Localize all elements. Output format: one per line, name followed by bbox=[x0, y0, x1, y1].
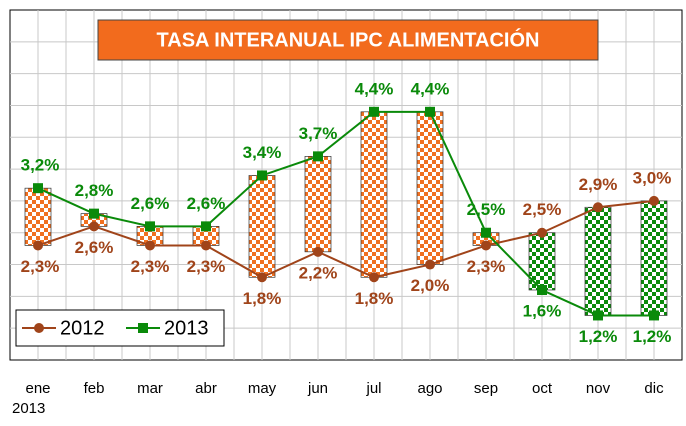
data-label: 2,3% bbox=[21, 257, 60, 276]
point bbox=[649, 310, 659, 321]
data-label: 3,7% bbox=[299, 124, 338, 143]
x-tick-label: feb bbox=[84, 380, 105, 397]
data-label: 2,0% bbox=[411, 276, 450, 295]
point bbox=[89, 208, 99, 219]
point bbox=[481, 227, 491, 238]
data-label: 2,9% bbox=[579, 175, 618, 194]
point bbox=[537, 285, 547, 295]
x-tick-label: sep bbox=[474, 380, 498, 397]
x-tick-label: mar bbox=[137, 380, 163, 397]
data-label: 4,4% bbox=[411, 79, 450, 98]
point bbox=[201, 221, 211, 232]
data-label: 3,2% bbox=[21, 156, 60, 175]
legend-label: 2013 bbox=[164, 317, 209, 339]
x-tick-label: jun bbox=[307, 380, 328, 397]
data-label: 2,3% bbox=[131, 257, 170, 276]
x-tick-label: ago bbox=[417, 380, 442, 397]
title-box bbox=[97, 19, 599, 61]
point bbox=[33, 183, 43, 194]
point bbox=[33, 240, 43, 251]
x-tick-label: dic bbox=[644, 380, 664, 397]
data-label: 3,0% bbox=[633, 168, 672, 187]
point bbox=[593, 310, 603, 321]
point bbox=[425, 106, 435, 117]
legend-marker bbox=[34, 323, 44, 333]
x-tick-label: abr bbox=[195, 380, 217, 397]
point bbox=[369, 272, 379, 283]
year-label: 2013 bbox=[12, 400, 45, 417]
point bbox=[257, 272, 267, 283]
x-tick-label: jul bbox=[365, 380, 381, 397]
data-label: 2,3% bbox=[187, 257, 226, 276]
change-bar bbox=[360, 111, 388, 278]
point bbox=[145, 240, 155, 251]
data-label: 1,2% bbox=[633, 327, 672, 346]
x-tick-label: nov bbox=[586, 380, 611, 397]
point bbox=[313, 151, 323, 162]
data-label: 2,2% bbox=[299, 263, 338, 282]
data-label: 1,2% bbox=[579, 327, 618, 346]
point bbox=[257, 170, 267, 181]
x-tick-label: may bbox=[248, 380, 277, 397]
data-label: 2,6% bbox=[187, 194, 226, 213]
point bbox=[201, 240, 211, 251]
data-label: 1,8% bbox=[355, 289, 394, 308]
data-label: 4,4% bbox=[355, 79, 394, 98]
data-label: 2,3% bbox=[467, 257, 506, 276]
legend: 2012 2013 bbox=[15, 309, 225, 347]
point bbox=[593, 202, 603, 213]
point bbox=[369, 106, 379, 117]
data-label: 1,6% bbox=[523, 301, 562, 320]
series-line bbox=[37, 110, 654, 317]
data-label: 2,8% bbox=[75, 181, 114, 200]
change-bar bbox=[304, 156, 332, 253]
vertical-grid bbox=[10, 10, 682, 360]
legend-marker bbox=[138, 323, 148, 333]
data-label: 2,6% bbox=[75, 238, 114, 257]
point bbox=[537, 227, 547, 238]
point bbox=[313, 246, 323, 257]
x-tick-label: ene bbox=[25, 380, 50, 397]
point bbox=[481, 240, 491, 251]
point bbox=[89, 221, 99, 232]
data-label: 1,8% bbox=[243, 289, 282, 308]
data-label: 3,4% bbox=[243, 143, 282, 162]
change-bar bbox=[584, 206, 612, 316]
point bbox=[145, 221, 155, 232]
chart-title: TASA INTERANUAL IPC ALIMENTACIÓN bbox=[157, 27, 540, 51]
data-label: 2,5% bbox=[467, 200, 506, 219]
data-label: 2,6% bbox=[131, 194, 170, 213]
marks: 2,3% 2,6% 2,3% 2,3% 1,8% 2,2% 1,8% 2,0% 2,3% 2,5%… bbox=[21, 79, 672, 346]
x-tick-label: oct bbox=[532, 380, 553, 397]
change-bar bbox=[24, 187, 52, 246]
series-line bbox=[37, 199, 655, 279]
point bbox=[649, 195, 659, 206]
legend-label: 2012 bbox=[60, 317, 105, 339]
point bbox=[425, 259, 435, 270]
data-label: 2,5% bbox=[523, 200, 562, 219]
change-bar bbox=[248, 175, 276, 278]
change-bar bbox=[640, 200, 668, 316]
change-bar bbox=[416, 111, 444, 265]
